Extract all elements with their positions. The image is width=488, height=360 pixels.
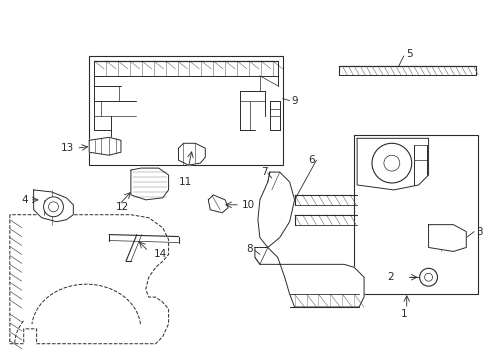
Polygon shape	[34, 190, 73, 222]
Text: 10: 10	[242, 200, 255, 210]
Text: 5: 5	[405, 49, 411, 59]
Text: 11: 11	[178, 177, 191, 187]
Polygon shape	[10, 215, 168, 344]
Text: 2: 2	[386, 272, 393, 282]
Polygon shape	[131, 168, 168, 200]
Text: 3: 3	[475, 226, 482, 237]
Circle shape	[43, 197, 63, 217]
Circle shape	[419, 268, 437, 286]
Polygon shape	[208, 195, 228, 213]
Text: 13: 13	[61, 143, 74, 153]
Text: 1: 1	[400, 309, 406, 319]
Bar	[89, 56, 282, 165]
Polygon shape	[178, 143, 205, 165]
Text: 7: 7	[261, 167, 267, 177]
Text: 12: 12	[116, 202, 129, 212]
Bar	[353, 135, 477, 294]
Polygon shape	[89, 137, 121, 155]
Polygon shape	[254, 247, 364, 307]
Text: 8: 8	[246, 244, 252, 255]
Polygon shape	[356, 138, 427, 190]
Text: 9: 9	[291, 96, 298, 105]
Polygon shape	[427, 225, 466, 251]
Text: 4: 4	[21, 195, 28, 205]
Polygon shape	[257, 172, 294, 247]
Circle shape	[371, 143, 411, 183]
Text: 14: 14	[153, 249, 166, 260]
Text: 6: 6	[307, 155, 314, 165]
